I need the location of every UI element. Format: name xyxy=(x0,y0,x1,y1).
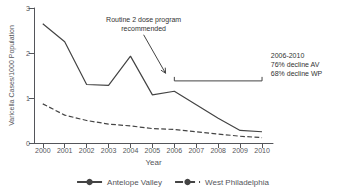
svg-text:2006: 2006 xyxy=(167,147,183,154)
svg-text:2003: 2003 xyxy=(101,147,117,154)
svg-text:2: 2 xyxy=(26,50,30,57)
svg-text:2007: 2007 xyxy=(188,147,204,154)
svg-text:recommended: recommended xyxy=(121,25,166,32)
svg-text:1: 1 xyxy=(26,95,30,102)
svg-text:2004: 2004 xyxy=(123,147,139,154)
svg-text:Antelope Valley: Antelope Valley xyxy=(107,178,162,187)
svg-text:2001: 2001 xyxy=(57,147,73,154)
svg-text:2005: 2005 xyxy=(145,147,161,154)
svg-text:0: 0 xyxy=(26,140,30,147)
svg-text:68% decline WP: 68% decline WP xyxy=(271,70,323,77)
svg-text:2000: 2000 xyxy=(35,147,51,154)
svg-text:2006-2010: 2006-2010 xyxy=(271,52,305,59)
svg-text:76% decline AV: 76% decline AV xyxy=(271,61,320,68)
svg-text:3: 3 xyxy=(26,5,30,12)
svg-text:2008: 2008 xyxy=(210,147,226,154)
svg-text:2002: 2002 xyxy=(79,147,95,154)
svg-text:2010: 2010 xyxy=(254,147,270,154)
svg-text:Year: Year xyxy=(145,158,162,167)
svg-text:Varicella Cases/1000 Populatio: Varicella Cases/1000 Population xyxy=(8,25,16,126)
svg-text:2009: 2009 xyxy=(232,147,248,154)
svg-text:West Philadelphia: West Philadelphia xyxy=(205,178,269,187)
svg-text:Routine 2 dose program: Routine 2 dose program xyxy=(106,16,181,24)
